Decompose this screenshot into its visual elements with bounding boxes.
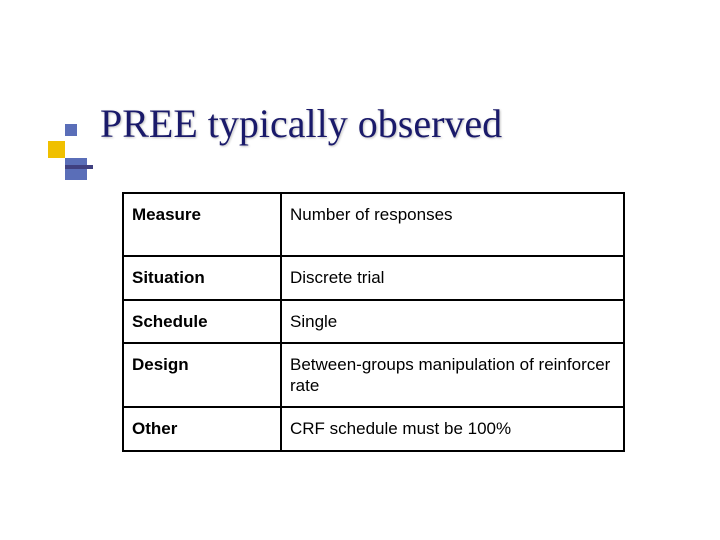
content-table-container: MeasureNumber of responsesSituationDiscr… xyxy=(122,192,625,452)
table-row: OtherCRF schedule must be 100% xyxy=(123,407,624,450)
row-value: CRF schedule must be 100% xyxy=(281,407,624,450)
row-value: Single xyxy=(281,300,624,343)
deco-square-blue-large xyxy=(65,158,87,180)
row-label: Other xyxy=(123,407,281,450)
row-value: Number of responses xyxy=(281,193,624,256)
table-row: DesignBetween-groups manipulation of rei… xyxy=(123,343,624,408)
deco-square-yellow xyxy=(48,141,65,158)
table-row: ScheduleSingle xyxy=(123,300,624,343)
deco-line xyxy=(65,165,93,169)
table-body: MeasureNumber of responsesSituationDiscr… xyxy=(123,193,624,451)
slide-title: PREE typically observed xyxy=(100,100,502,147)
row-label: Measure xyxy=(123,193,281,256)
row-value: Between-groups manipulation of reinforce… xyxy=(281,343,624,408)
row-label: Situation xyxy=(123,256,281,299)
row-label: Design xyxy=(123,343,281,408)
table-row: MeasureNumber of responses xyxy=(123,193,624,256)
row-label: Schedule xyxy=(123,300,281,343)
content-table: MeasureNumber of responsesSituationDiscr… xyxy=(122,192,625,452)
table-row: SituationDiscrete trial xyxy=(123,256,624,299)
deco-square-blue-small xyxy=(65,124,77,136)
row-value: Discrete trial xyxy=(281,256,624,299)
